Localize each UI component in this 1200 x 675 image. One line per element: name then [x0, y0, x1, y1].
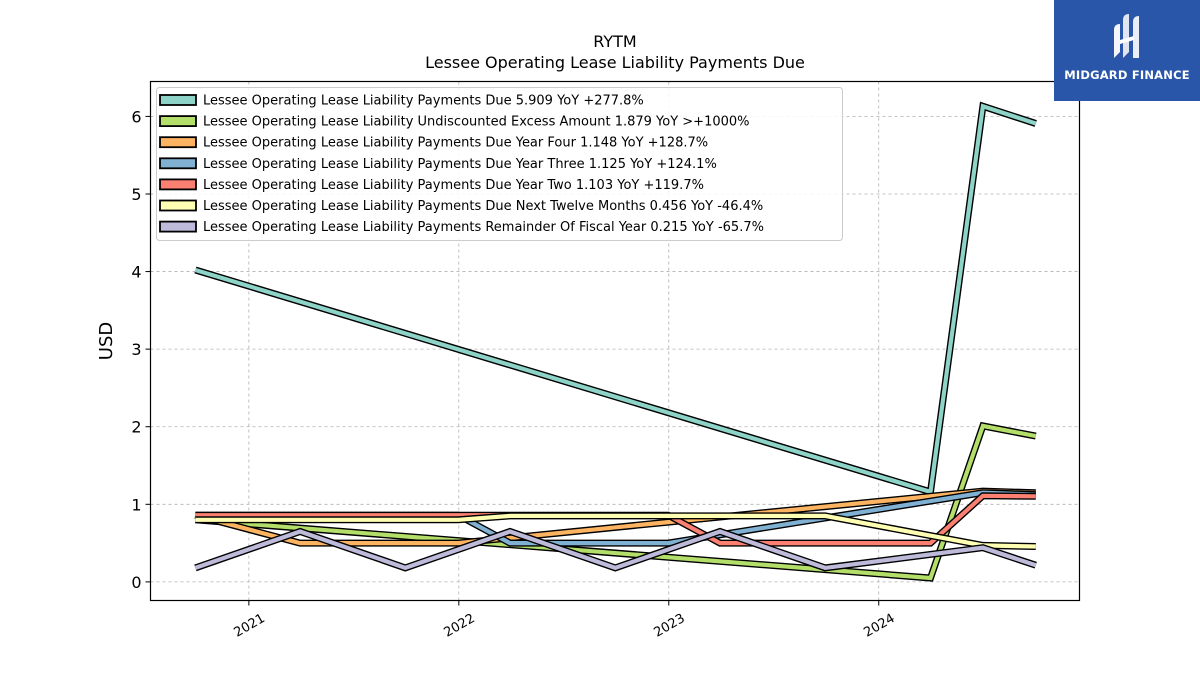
legend-box	[156, 87, 843, 241]
chart-title: RYTM	[593, 32, 636, 51]
y-axis-label: USD	[96, 322, 117, 360]
x-tick-label: 2024	[861, 611, 897, 641]
legend-swatch	[159, 115, 197, 127]
legend-entry: Lessee Operating Lease Liability Payment…	[203, 94, 644, 109]
y-tick-label: 1	[131, 495, 141, 514]
legend-swatch	[159, 94, 197, 106]
legend-swatch	[159, 199, 197, 212]
y-tick-label: 3	[131, 340, 141, 359]
series-6-line	[195, 513, 1036, 549]
y-tick-label: 0	[131, 573, 141, 592]
legend-swatch	[159, 178, 197, 191]
plot-frame	[149, 80, 1081, 602]
chart-subtitle: Lessee Operating Lease Liability Payment…	[425, 53, 805, 72]
series-1-line	[194, 103, 1037, 495]
series-lines	[194, 101, 1037, 582]
x-axis: 2021 2022 2023 2024	[232, 600, 898, 641]
x-tick-label: 2023	[651, 611, 687, 641]
y-tick-label: 6	[131, 107, 141, 126]
midgard-logo-icon	[1114, 14, 1139, 58]
x-tick-label: 2021	[232, 611, 268, 641]
legend-swatch	[159, 157, 197, 170]
y-axis: 0 1 2 3 4 5 6	[131, 107, 151, 592]
y-tick-label: 4	[131, 263, 141, 282]
series-7-line	[194, 529, 1037, 571]
legend: Lessee Operating Lease Liability Payment…	[156, 87, 843, 241]
legend-entry: Lessee Operating Lease Liability Payment…	[203, 220, 764, 235]
legend-swatch	[159, 220, 197, 233]
x-tick-label: 2022	[441, 611, 477, 641]
logo-text: MIDGARD FINANCE	[1064, 68, 1190, 82]
legend-swatch	[159, 136, 197, 149]
y-tick-label: 5	[131, 185, 141, 204]
y-tick-label: 2	[131, 418, 141, 437]
legend-entry: Lessee Operating Lease Liability Undisco…	[203, 115, 750, 130]
legend-entry: Lessee Operating Lease Liability Payment…	[203, 199, 763, 214]
brand-logo: MIDGARD FINANCE	[1054, 0, 1200, 101]
legend-entry: Lessee Operating Lease Liability Payment…	[203, 178, 704, 193]
legend-entry: Lessee Operating Lease Liability Payment…	[203, 157, 717, 172]
legend-entry: Lessee Operating Lease Liability Payment…	[203, 136, 708, 151]
